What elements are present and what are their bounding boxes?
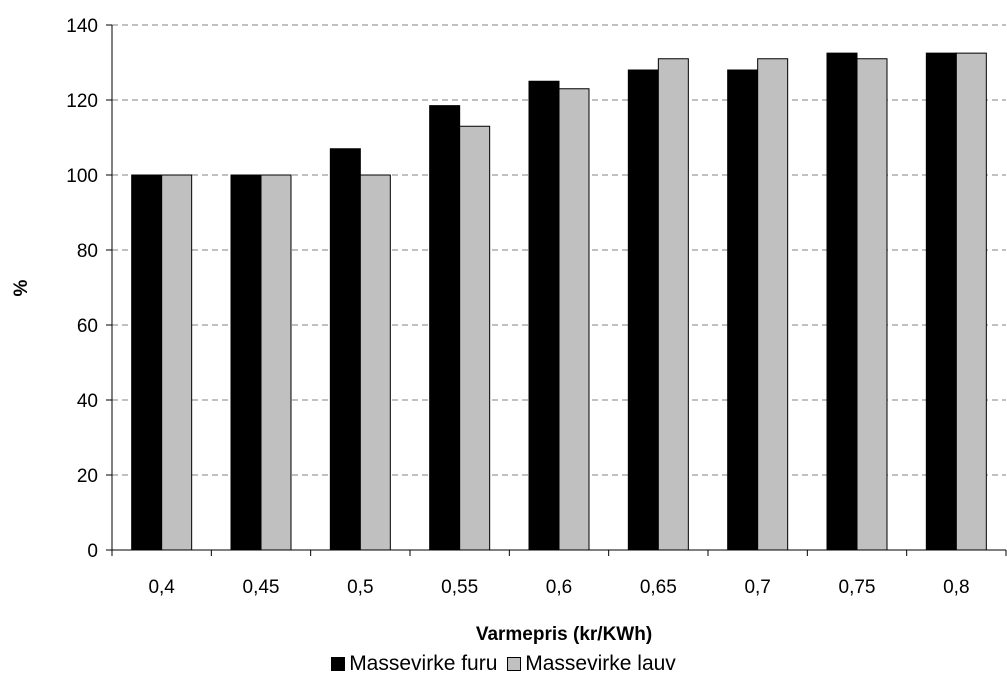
bar-furu — [727, 69, 759, 551]
y-tick-label: 60 — [77, 316, 98, 337]
bar-furu — [826, 52, 858, 551]
x-tick-label: 0,6 — [546, 577, 572, 598]
bar-lauv — [657, 58, 689, 551]
x-tick-label: 0,65 — [640, 577, 677, 598]
bar-lauv — [161, 174, 193, 551]
y-axis-title: % — [11, 279, 32, 296]
x-tick-label: 0,45 — [243, 577, 280, 598]
bar-lauv — [757, 58, 789, 551]
x-tick-label: 0,7 — [744, 577, 770, 598]
bar-lauv — [359, 174, 391, 551]
legend-swatch-furu — [331, 657, 346, 671]
bar-lauv — [955, 52, 987, 551]
x-tick-label: 0,75 — [839, 577, 876, 598]
y-tick-label: 140 — [66, 16, 98, 37]
y-tick-label: 0 — [87, 541, 98, 562]
bar-lauv — [260, 174, 292, 551]
bar-furu — [528, 80, 560, 551]
y-tick-label: 20 — [77, 466, 98, 487]
bar-lauv — [856, 58, 888, 551]
x-tick-label: 0,4 — [148, 577, 175, 598]
y-tick-label: 40 — [77, 391, 98, 412]
bar-furu — [627, 69, 659, 551]
axes: 0 20 40 60 80 100 120 140 0,4 0,45 0,5 0,55 0,6 0,65 0… — [66, 16, 1007, 598]
bar-furu — [329, 148, 361, 551]
x-axis-title: Varmepris (kr/KWh) — [476, 624, 652, 645]
bar-furu — [925, 52, 957, 551]
legend-label-lauv: Massevirke lauv — [525, 652, 676, 675]
x-tick-label: 0,5 — [347, 577, 373, 598]
x-tick-label: 0,8 — [943, 577, 969, 598]
y-tick-label: 120 — [66, 91, 98, 112]
bar-furu — [429, 105, 461, 551]
y-tick-label: 80 — [77, 241, 98, 262]
bar-lauv — [459, 125, 491, 551]
bars — [131, 52, 987, 551]
bar-furu — [230, 174, 262, 551]
legend-label-furu: Massevirke furu — [349, 652, 498, 675]
legend-item-furu: Massevirke furu — [331, 652, 497, 676]
bar-furu — [131, 174, 163, 551]
x-tick-label: 0,55 — [441, 577, 478, 598]
legend-item-lauv: Massevirke lauv — [507, 652, 676, 676]
bar-lauv — [558, 88, 590, 551]
legend-swatch-lauv — [507, 657, 522, 671]
y-tick-label: 100 — [66, 166, 98, 187]
legend: Massevirke furu Massevirke lauv — [0, 652, 1007, 677]
